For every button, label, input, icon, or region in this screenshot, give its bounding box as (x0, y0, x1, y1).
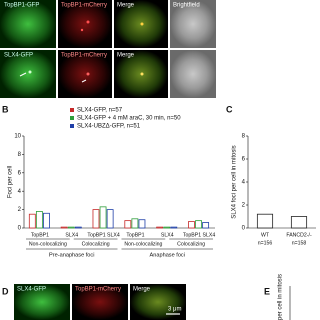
x-tick-label: TopBP1 SLX4 (183, 232, 215, 238)
x-tick-label: TopBP1 (126, 232, 144, 238)
bar (195, 220, 202, 229)
x-tick-label: TopBP1 SLX4 (87, 232, 119, 238)
annotation: n=158 (292, 240, 307, 246)
bar (163, 226, 171, 229)
image-label: TopBP1-mCherry (61, 3, 107, 9)
x-tick-label: WT (261, 232, 270, 238)
image-label: Brightfield (173, 3, 200, 9)
x-tick-label: TopBP1 (31, 232, 49, 238)
legend-swatch (70, 116, 74, 120)
x-tick-label: FANCD2-/- (286, 232, 312, 238)
legend-label: SLX4-UBZΔ-GFP, n=51 (77, 124, 141, 130)
bar (106, 209, 114, 229)
bar (92, 209, 100, 229)
group-label: Non-colocalizing (124, 241, 162, 247)
bar (202, 222, 210, 229)
axis-label: Foci per cell (8, 166, 14, 198)
image-label: TopBP1-GFP (4, 3, 39, 9)
bar (28, 213, 36, 229)
y-tick-label: 10 (14, 134, 21, 140)
panel-a: TopBP1-GFP TopBP1-mCherry Merge Brightfi… (0, 0, 216, 98)
bar (35, 211, 43, 229)
annotation: n=156 (258, 240, 273, 246)
bar (156, 226, 164, 229)
phase-label: Pre-anaphase foci (49, 252, 94, 258)
image-label: TopBP1-mCherry (75, 287, 121, 293)
panel-label: E (264, 286, 270, 296)
arrowhead (19, 72, 87, 83)
focus (80, 28, 84, 32)
y-tick-label: 8 (242, 134, 246, 140)
bar (67, 226, 75, 229)
image (58, 0, 112, 48)
bar (188, 221, 195, 229)
legend-swatch (70, 124, 74, 128)
phase-label: Anaphase foci (150, 252, 185, 258)
y-tick-label: 6 (242, 157, 246, 163)
y-tick-label: 0 (18, 226, 22, 232)
image (170, 50, 216, 98)
y-tick-label: 2 (18, 207, 22, 213)
image (0, 0, 56, 48)
legend-label: SLX4-GFP + 4 mM araC, 30 min, n=50 (77, 116, 181, 122)
group-label: Colocalizing (177, 241, 205, 247)
bar (170, 226, 178, 229)
axis-label: per cell in mitosis (278, 274, 284, 320)
x-tick-label: SLX4 (161, 232, 174, 238)
axis-label: SLX4 foci per cell in mitosis (232, 145, 238, 218)
focus (28, 70, 32, 74)
bar (60, 226, 68, 229)
bar (43, 212, 50, 229)
bar (124, 220, 132, 229)
image-label: SLX4-GFP (4, 53, 33, 59)
focus (140, 72, 144, 76)
image (14, 284, 70, 320)
bar (74, 226, 82, 229)
image-label: TopBP1-mCherry (61, 53, 107, 59)
panel-d: SLX4-GFP TopBP1-mCherry Merge 3 μm (14, 284, 186, 320)
group-label: Colocalizing (82, 241, 110, 247)
image-label: Merge (117, 53, 135, 59)
bar (290, 216, 308, 229)
focus (86, 72, 90, 76)
y-tick-label: 6 (18, 170, 22, 176)
group-label: Non-colocalizing (29, 241, 67, 247)
x-tick-label: SLX4 (65, 232, 78, 238)
legend-label: SLX4-GFP, n=57 (77, 108, 123, 114)
focus (140, 22, 144, 26)
scale-label: 3 μm (168, 307, 181, 313)
y-tick-label: 0 (242, 226, 246, 232)
panel-label: D (2, 286, 9, 296)
bar (256, 213, 274, 229)
y-tick-label: 4 (18, 189, 22, 195)
image (0, 50, 56, 98)
focus (86, 20, 90, 24)
image-label: Merge (133, 287, 151, 293)
image-label: SLX4-GFP (17, 287, 46, 293)
y-tick-label: 2 (242, 203, 246, 209)
image (170, 0, 216, 48)
y-tick-label: 8 (18, 152, 22, 158)
bar (131, 218, 139, 229)
panel-label: C (226, 104, 233, 114)
panel-label: B (2, 104, 9, 114)
image (58, 50, 112, 98)
image (72, 284, 128, 320)
y-tick-label: 4 (242, 180, 246, 186)
bar (99, 206, 107, 229)
legend-swatch (70, 108, 74, 112)
image-label: Merge (117, 3, 135, 9)
bar (138, 219, 146, 229)
